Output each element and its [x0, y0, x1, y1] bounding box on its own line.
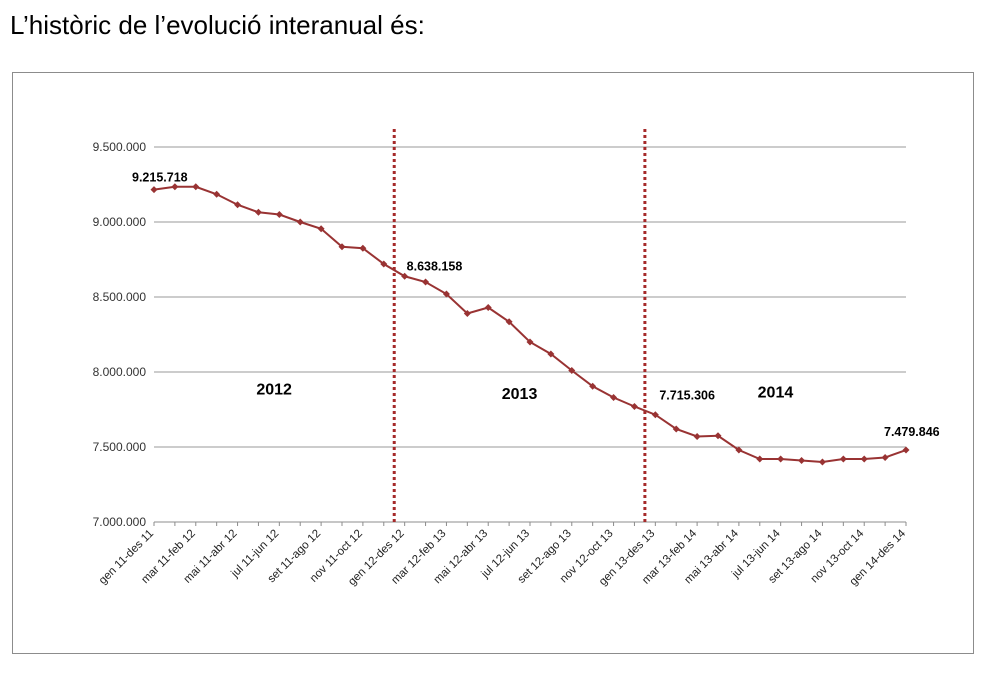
data-label: 7.715.306	[659, 389, 715, 403]
y-tick-label: 7.500.000	[93, 440, 147, 454]
data-point	[380, 260, 388, 268]
data-point	[589, 382, 597, 390]
page-heading: L’històric de l’evolució interanual és:	[10, 10, 425, 40]
data-point	[630, 403, 638, 410]
data-point	[150, 186, 158, 194]
y-tick-label: 9.000.000	[93, 215, 147, 229]
data-point	[254, 208, 262, 216]
data-point	[777, 455, 785, 463]
data-point	[171, 183, 179, 191]
data-point	[881, 454, 889, 461]
line-chart: 7.000.000 7.500.000 8.000.000 8.500.000 9.00…	[93, 129, 940, 588]
period-label: 2014	[758, 385, 794, 402]
data-point	[505, 318, 513, 326]
period-label: 2012	[256, 382, 292, 399]
data-point	[338, 243, 346, 251]
data-point	[442, 290, 450, 298]
data-label: 7.479.846	[884, 425, 940, 439]
data-point	[401, 272, 409, 280]
data-point	[547, 350, 555, 358]
data-point	[463, 310, 471, 317]
data-point	[296, 218, 304, 226]
data-point	[359, 244, 367, 252]
data-point	[275, 211, 283, 218]
data-point	[651, 411, 659, 419]
y-tick-label: 9.500.000	[93, 140, 147, 154]
data-label: 9.215.718	[132, 171, 188, 185]
data-point	[484, 304, 492, 311]
data-point	[693, 433, 701, 440]
y-tick-label: 8.500.000	[93, 290, 147, 304]
data-point	[839, 455, 847, 463]
data-point	[756, 455, 764, 463]
y-tick-label: 7.000.000	[93, 515, 147, 529]
data-point	[714, 432, 722, 440]
series-line	[153, 185, 907, 464]
data-label: 8.638.158	[407, 259, 463, 273]
data-point	[192, 183, 200, 191]
data-point	[818, 458, 826, 466]
data-point	[860, 455, 868, 463]
data-point	[735, 446, 743, 454]
data-point	[422, 278, 430, 286]
period-label: 2013	[502, 386, 538, 403]
data-point	[672, 425, 680, 433]
data-point	[902, 446, 910, 454]
y-tick-label: 8.000.000	[93, 365, 147, 379]
data-point	[610, 394, 618, 401]
data-point	[798, 457, 806, 464]
chart-frame: 7.000.000 7.500.000 8.000.000 8.500.000 9.00…	[12, 72, 974, 654]
data-point	[317, 225, 325, 233]
data-point	[526, 338, 534, 346]
data-point	[234, 201, 242, 209]
data-point	[213, 190, 221, 198]
data-point	[568, 367, 576, 374]
